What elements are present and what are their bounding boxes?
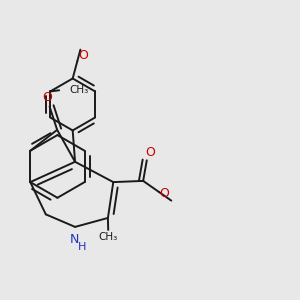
Text: O: O (160, 187, 170, 200)
Text: O: O (78, 49, 88, 62)
Text: H: H (78, 242, 86, 252)
Text: O: O (146, 146, 155, 159)
Text: CH₃: CH₃ (99, 232, 118, 242)
Text: O: O (42, 91, 52, 104)
Text: N: N (70, 233, 79, 246)
Text: CH₃: CH₃ (69, 85, 88, 95)
